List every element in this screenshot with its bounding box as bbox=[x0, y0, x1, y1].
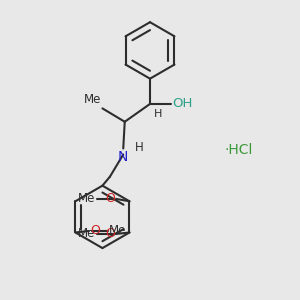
Text: ·HCl: ·HCl bbox=[224, 143, 253, 157]
Text: O: O bbox=[105, 192, 115, 206]
Text: N: N bbox=[118, 150, 128, 164]
Text: H: H bbox=[154, 109, 162, 119]
Text: Me: Me bbox=[109, 224, 127, 238]
Text: OH: OH bbox=[172, 98, 193, 110]
Text: Me: Me bbox=[78, 192, 96, 206]
Text: O: O bbox=[90, 224, 100, 238]
Text: O: O bbox=[105, 227, 115, 241]
Text: Me: Me bbox=[78, 227, 96, 241]
Text: Me: Me bbox=[84, 93, 101, 106]
Text: H: H bbox=[135, 140, 144, 154]
